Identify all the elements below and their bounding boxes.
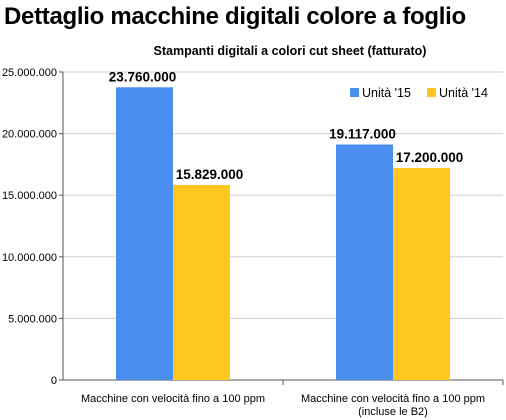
y-tick-label: 25.000.000 [2, 67, 57, 79]
bar-unita-15 [336, 144, 393, 380]
bar-unita-14 [393, 168, 450, 380]
bar-unita-14 [173, 184, 230, 380]
y-tick-label: 10.000.000 [2, 252, 57, 264]
legend-label: Unità '15 [362, 86, 411, 100]
data-label: 15.829.000 [176, 167, 244, 182]
y-tick-label: 0 [51, 375, 57, 387]
x-category-label: Macchine con velocità fino a 100 ppm [81, 393, 265, 405]
legend-swatch [427, 88, 436, 97]
page-title: Dettaglio macchine digitali colore a fog… [4, 3, 466, 30]
data-label: 17.200.000 [396, 150, 464, 165]
x-category-label: Macchine con velocità fino a 100 ppm [301, 393, 485, 405]
bar-unita-15 [116, 87, 173, 381]
y-tick-label: 5.000.000 [8, 313, 57, 325]
y-tick-label: 20.000.000 [2, 129, 57, 141]
chart-title: Stampanti digitali a colori cut sheet (f… [154, 44, 427, 58]
data-label: 19.117.000 [329, 126, 396, 141]
data-label: 23.760.000 [109, 69, 177, 84]
legend-label: Unità '14 [439, 86, 488, 100]
legend-swatch [350, 88, 359, 97]
x-category-label: (incluse le B2) [358, 406, 428, 418]
y-tick-label: 15.000.000 [2, 190, 57, 202]
